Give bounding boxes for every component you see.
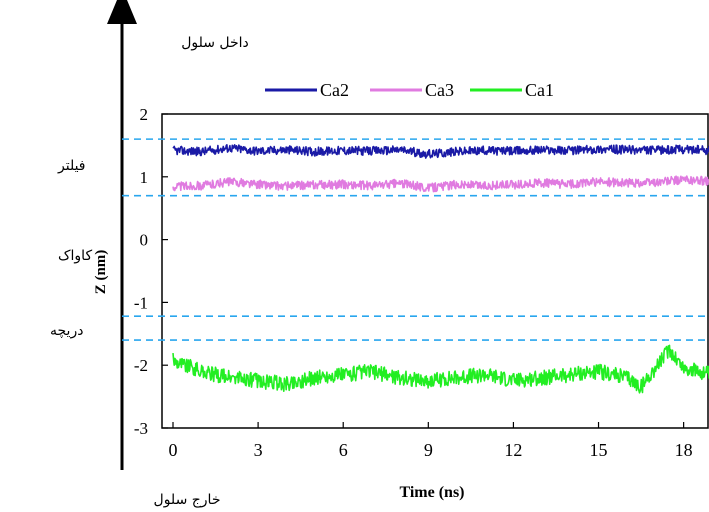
x-tick-label: 15 <box>590 440 608 460</box>
inside-cell-label: داخل سلول <box>181 35 249 51</box>
x-tick-label: 18 <box>675 440 693 460</box>
x-tick-label: 6 <box>339 440 348 460</box>
gate-label: دریچه <box>50 323 83 339</box>
legend-label: Ca2 <box>320 80 349 100</box>
x-tick-label: 3 <box>254 440 263 460</box>
legend-label: Ca1 <box>525 80 554 100</box>
x-tick-label: 12 <box>504 440 522 460</box>
y-tick-label: 2 <box>140 105 149 124</box>
y-tick-label: -2 <box>134 356 148 375</box>
y-tick-label: 0 <box>140 231 149 250</box>
y-tick-label: -3 <box>134 419 148 438</box>
x-axis-title: Time (ns) <box>399 484 464 501</box>
legend: Ca2 Ca3 Ca1 <box>265 80 554 100</box>
x-tick-label: 0 <box>169 440 178 460</box>
legend-label: Ca3 <box>425 80 454 100</box>
y-tick-label: -1 <box>134 293 148 312</box>
series-line-ca3 <box>172 175 709 193</box>
cavity-label: کاواک <box>58 248 92 264</box>
y-tick-label: 1 <box>140 168 149 187</box>
plot-frame <box>161 113 709 429</box>
x-tick-label: 9 <box>424 440 433 460</box>
plot-area: 2 1 0 -1 -2 -3 0 3 6 9 12 15 18 <box>122 105 709 460</box>
series-line-ca1 <box>172 344 709 394</box>
filter-label: فیلتر <box>57 158 86 174</box>
y-axis-title: Z (nm) <box>93 250 109 295</box>
outside-cell-label: خارج سلول <box>154 492 221 508</box>
series-line-ca2 <box>172 144 709 159</box>
